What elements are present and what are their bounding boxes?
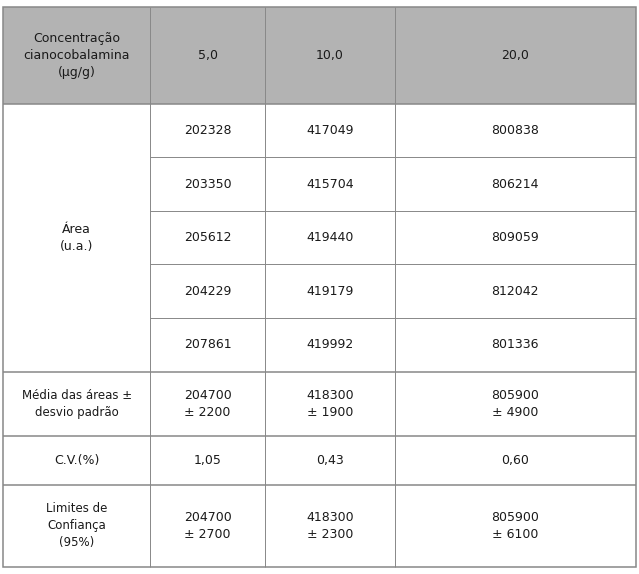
Text: 20,0: 20,0: [502, 49, 529, 62]
Text: 0,60: 0,60: [502, 453, 529, 467]
Text: 805900
± 4900: 805900 ± 4900: [491, 389, 539, 418]
Text: 207861: 207861: [184, 338, 231, 351]
Text: 801336: 801336: [491, 338, 539, 351]
Text: 204700
± 2200: 204700 ± 2200: [184, 389, 231, 418]
Text: 805900
± 6100: 805900 ± 6100: [491, 511, 539, 541]
Text: 806214: 806214: [491, 177, 539, 191]
Bar: [3, 7, 636, 104]
Text: 419992: 419992: [307, 338, 353, 351]
Text: 809059: 809059: [491, 231, 539, 244]
Text: 203350: 203350: [184, 177, 231, 191]
Text: 204700
± 2700: 204700 ± 2700: [184, 511, 231, 541]
Text: 0,43: 0,43: [316, 453, 344, 467]
Text: 5,0: 5,0: [197, 49, 218, 62]
Text: 205612: 205612: [184, 231, 231, 244]
Text: 419440: 419440: [306, 231, 354, 244]
Text: Limites de
Confiança
(95%): Limites de Confiança (95%): [46, 502, 107, 549]
Text: 417049: 417049: [306, 124, 354, 137]
Text: Área
(u.a.): Área (u.a.): [60, 223, 93, 253]
Text: 800838: 800838: [491, 124, 539, 137]
Text: Média das áreas ±
desvio padrão: Média das áreas ± desvio padrão: [22, 389, 132, 418]
Text: 204229: 204229: [184, 285, 231, 298]
Text: Concentração
cianocobalamina
(μg/g): Concentração cianocobalamina (μg/g): [24, 32, 130, 79]
Text: 418300
± 2300: 418300 ± 2300: [306, 511, 354, 541]
Text: 812042: 812042: [491, 285, 539, 298]
Text: 419179: 419179: [306, 285, 354, 298]
Text: 1,05: 1,05: [194, 453, 222, 467]
Text: C.V.(%): C.V.(%): [54, 453, 100, 467]
Text: 418300
± 1900: 418300 ± 1900: [306, 389, 354, 418]
Text: 202328: 202328: [184, 124, 231, 137]
Text: 415704: 415704: [306, 177, 354, 191]
Text: 10,0: 10,0: [316, 49, 344, 62]
